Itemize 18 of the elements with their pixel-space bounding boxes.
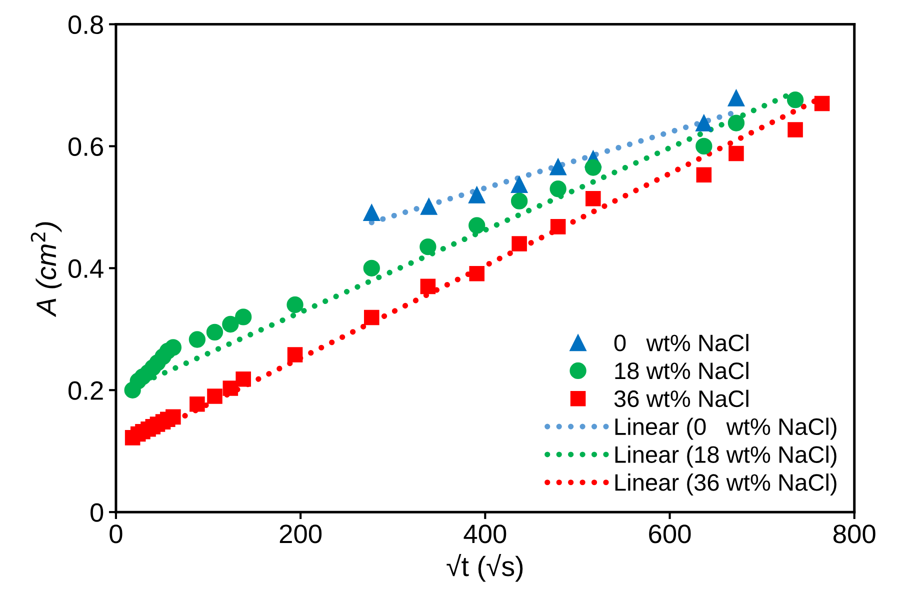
y-tick-label: 0.4	[68, 259, 104, 278]
x-tick-label: 0	[110, 524, 122, 544]
legend-label: Linear (0 wt% NaCl)	[615, 418, 836, 440]
legend-label: 18 wt% NaCl	[615, 362, 748, 380]
legend-label: 0 wt% NaCl	[614, 334, 748, 352]
y-tick-label: 0	[90, 503, 104, 522]
y-tick-label: 0.6	[68, 137, 104, 156]
y-tick-label: 0.8	[68, 15, 104, 34]
x-tick-label: 400	[464, 524, 506, 544]
x-tick-label: 600	[649, 524, 691, 544]
legend-label: Linear (36 wt% NaCl)	[615, 474, 836, 496]
legend-label: Linear (18 wt% NaCl)	[615, 446, 836, 468]
x-axis-title: √t (√s)	[446, 554, 523, 582]
legend-label: 36 wt% NaCl	[614, 390, 748, 408]
y-axis-title: A (cm$^{2}$)	[30, 222, 62, 318]
x-tick-label: 800	[833, 524, 876, 544]
y-tick-label: 0.2	[68, 381, 103, 400]
x-tick-label: 200	[280, 524, 322, 544]
